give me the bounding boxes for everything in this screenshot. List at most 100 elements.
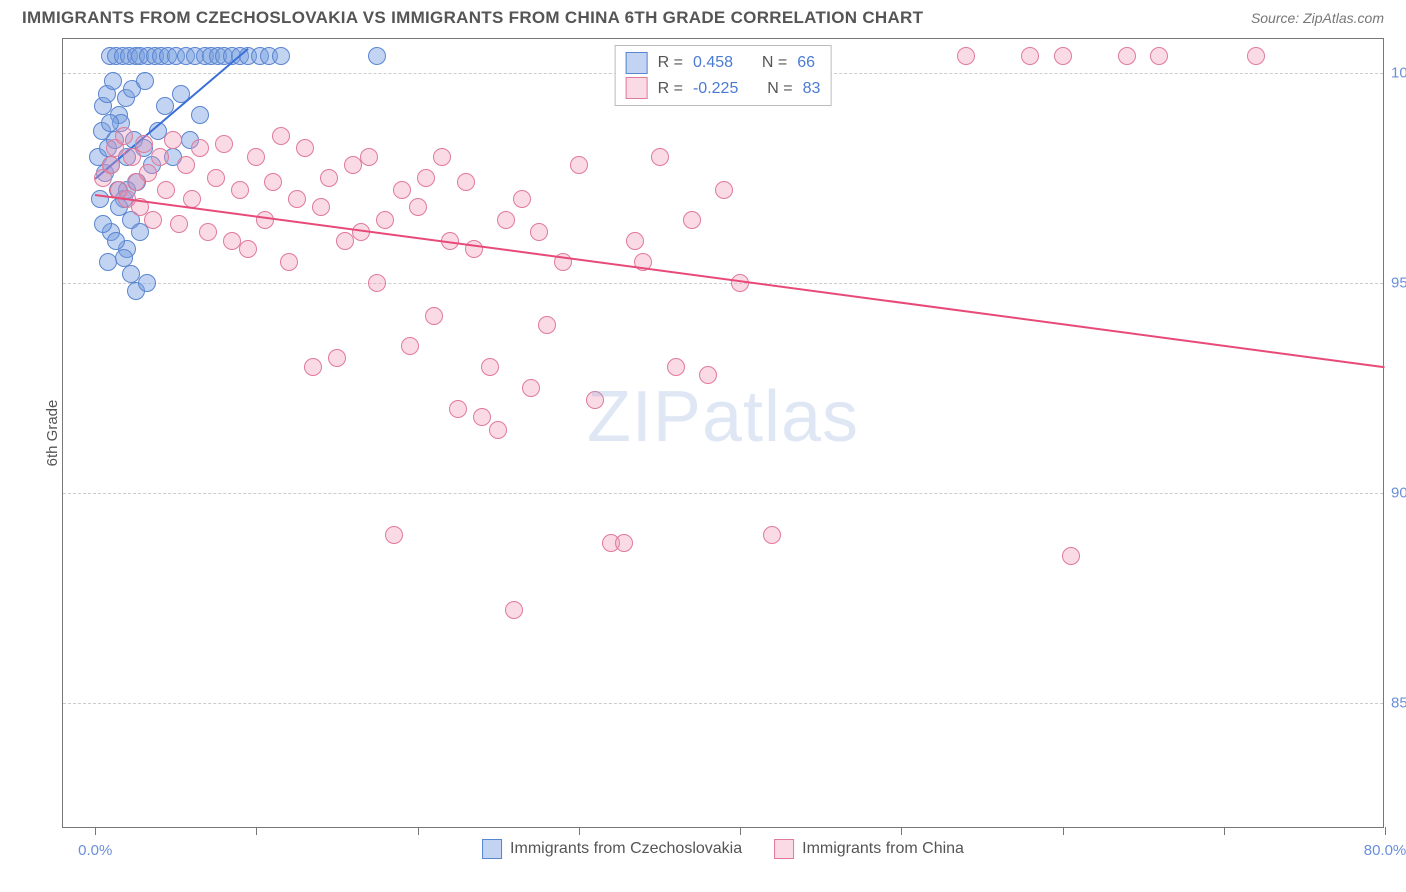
scatter-point-czech [191,106,209,124]
bottom-legend-item-czech: Immigrants from Czechoslovakia [482,839,742,859]
xtick [579,827,580,835]
scatter-point-china [651,148,669,166]
gridline [63,283,1383,284]
source-label: Source: ZipAtlas.com [1251,10,1384,26]
xtick [256,827,257,835]
scatter-point-china [231,181,249,199]
bottom-legend-item-china: Immigrants from China [774,839,964,859]
scatter-point-china [115,127,133,145]
scatter-point-china [239,240,257,258]
legend-swatch-china [626,77,648,99]
scatter-point-china [164,131,182,149]
scatter-point-china [304,358,322,376]
bottom-legend: Immigrants from Czechoslovakia Immigrants… [482,839,964,859]
scatter-point-czech [272,47,290,65]
scatter-point-china [1118,47,1136,65]
ytick-label: 100.0% [1391,64,1406,81]
trendline-china [95,194,1385,368]
scatter-point-china [513,190,531,208]
scatter-point-china [449,400,467,418]
gridline [63,493,1383,494]
scatter-point-china [320,169,338,187]
scatter-point-china [715,181,733,199]
scatter-point-czech [368,47,386,65]
scatter-point-china [183,190,201,208]
yaxis-title: 6th Grade [44,400,61,467]
scatter-point-china [151,148,169,166]
scatter-point-china [385,526,403,544]
scatter-point-china [376,211,394,229]
scatter-point-china [425,307,443,325]
stats-row-czech: R = 0.458 N = 66 [626,50,821,76]
xtick [95,827,96,835]
scatter-point-china [489,421,507,439]
scatter-point-china [1021,47,1039,65]
xtick [1385,827,1386,835]
legend-label-china: Immigrants from China [802,840,964,858]
xtick [740,827,741,835]
scatter-point-czech [94,215,112,233]
scatter-point-china [139,164,157,182]
scatter-point-czech [115,249,133,267]
legend-swatch-czech [482,839,502,859]
scatter-point-china [177,156,195,174]
legend-label-czech: Immigrants from Czechoslovakia [510,840,742,858]
scatter-point-china [683,211,701,229]
scatter-point-china [102,156,120,174]
scatter-point-china [328,349,346,367]
scatter-point-china [247,148,265,166]
scatter-point-china [505,601,523,619]
scatter-point-china [344,156,362,174]
scatter-point-china [215,135,233,153]
xtick-label: 0.0% [78,842,112,859]
legend-swatch-china [774,839,794,859]
xtick [901,827,902,835]
xtick [418,827,419,835]
scatter-point-china [207,169,225,187]
scatter-point-china [336,232,354,250]
scatter-point-china [586,391,604,409]
scatter-point-czech [136,72,154,90]
scatter-point-china [199,223,217,241]
scatter-point-china [667,358,685,376]
scatter-point-china [1247,47,1265,65]
scatter-point-china [157,181,175,199]
scatter-point-china [296,139,314,157]
scatter-point-china [264,173,282,191]
chart-title: IMMIGRANTS FROM CZECHOSLOVAKIA VS IMMIGR… [22,8,923,28]
ytick-label: 95.0% [1391,274,1406,291]
legend-swatch-czech [626,52,648,74]
stats-legend: R = 0.458 N = 66R = -0.225 N = 83 [615,45,832,106]
scatter-point-china [763,526,781,544]
scatter-point-china [417,169,435,187]
plot-area: 6th Grade 85.0%90.0%95.0%100.0%0.0%80.0%… [62,38,1384,828]
scatter-point-china [401,337,419,355]
scatter-point-china [465,240,483,258]
scatter-point-czech [91,190,109,208]
scatter-point-china [135,135,153,153]
scatter-point-china [522,379,540,397]
scatter-point-china [473,408,491,426]
scatter-point-czech [107,232,125,250]
xtick [1224,827,1225,835]
scatter-point-china [538,316,556,334]
scatter-point-china [256,211,274,229]
scatter-point-china [1054,47,1072,65]
ytick-label: 85.0% [1391,694,1406,711]
scatter-point-china [615,534,633,552]
xtick [1063,827,1064,835]
scatter-point-china [481,358,499,376]
scatter-point-china [144,211,162,229]
gridline [63,703,1383,704]
scatter-point-china [626,232,644,250]
scatter-point-china [570,156,588,174]
ytick-label: 90.0% [1391,484,1406,501]
scatter-point-china [409,198,427,216]
scatter-point-china [360,148,378,166]
scatter-point-china [433,148,451,166]
scatter-point-china [288,190,306,208]
scatter-point-china [957,47,975,65]
scatter-point-china [280,253,298,271]
scatter-point-china [1150,47,1168,65]
scatter-point-china [1062,547,1080,565]
